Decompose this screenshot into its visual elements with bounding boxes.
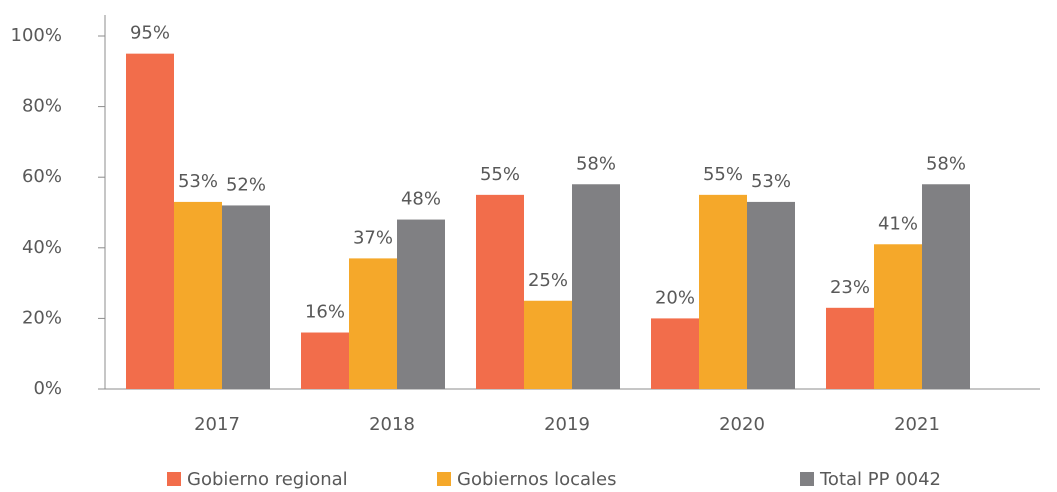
legend-swatch xyxy=(800,472,814,486)
bar xyxy=(476,194,524,389)
bar xyxy=(826,307,874,389)
legend-label: Gobierno regional xyxy=(187,469,348,490)
bar xyxy=(874,244,922,389)
data-label: 58% xyxy=(926,153,966,174)
x-tick-label: 2017 xyxy=(194,414,240,435)
legend-label: Gobiernos locales xyxy=(457,469,616,490)
data-label: 25% xyxy=(528,270,568,291)
legend-label: Total PP 0042 xyxy=(819,469,941,490)
bar xyxy=(349,258,397,389)
y-tick-label: 60% xyxy=(22,166,62,187)
bar xyxy=(174,201,222,389)
bar xyxy=(222,205,270,389)
data-label: 23% xyxy=(830,277,870,298)
bar xyxy=(126,53,174,390)
bar xyxy=(922,184,970,389)
x-tick-label: 2020 xyxy=(719,414,765,435)
data-label: 55% xyxy=(703,164,743,185)
legend-swatch xyxy=(437,472,451,486)
legend-swatch xyxy=(167,472,181,486)
bar xyxy=(301,332,349,389)
y-tick-label: 40% xyxy=(22,237,62,258)
y-tick-label: 0% xyxy=(33,378,62,399)
bar xyxy=(397,219,445,389)
data-label: 52% xyxy=(226,174,266,195)
bar xyxy=(699,194,747,389)
bar xyxy=(524,300,572,389)
x-tick-label: 2019 xyxy=(544,414,590,435)
data-label: 55% xyxy=(480,164,520,185)
data-label: 95% xyxy=(130,23,170,44)
bar xyxy=(747,201,795,389)
data-label: 16% xyxy=(305,302,345,323)
data-label: 20% xyxy=(655,287,695,308)
y-tick-label: 80% xyxy=(22,96,62,117)
data-label: 41% xyxy=(878,213,918,234)
data-label: 48% xyxy=(401,189,441,210)
data-label: 37% xyxy=(353,227,393,248)
x-tick-label: 2021 xyxy=(894,414,940,435)
x-tick-label: 2018 xyxy=(369,414,415,435)
data-label: 58% xyxy=(576,153,616,174)
y-tick-label: 100% xyxy=(11,25,62,46)
bar xyxy=(572,184,620,389)
data-label: 53% xyxy=(178,171,218,192)
data-label: 53% xyxy=(751,171,791,192)
y-tick-label: 20% xyxy=(22,307,62,328)
bar xyxy=(651,318,699,389)
